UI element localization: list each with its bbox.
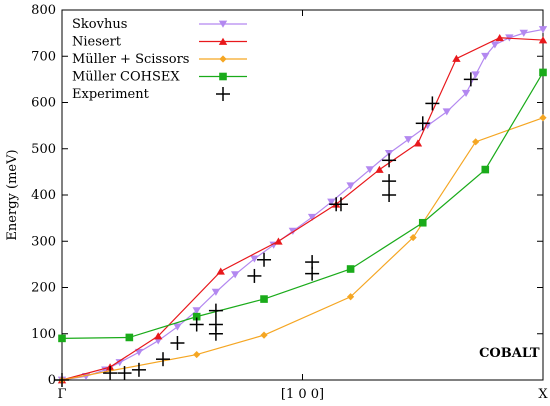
legend-label-1: Niesert: [72, 35, 122, 50]
series-3-point-5: [418, 218, 427, 227]
y-tick-label-200: 200: [31, 281, 56, 296]
series-3-point-2: [192, 312, 201, 321]
legend-label-4: Experiment: [72, 87, 150, 102]
series-3-point-4: [346, 265, 355, 273]
x-tick-label-0: Γ: [57, 387, 66, 402]
series-2-point-1: [193, 350, 201, 359]
series-3-point-1: [125, 333, 134, 342]
series-0-point-7: [192, 307, 201, 315]
x-tick-label-2: X: [538, 387, 548, 402]
series-4-point-5: [170, 336, 185, 350]
series-4-point-19: [415, 116, 430, 131]
y-tick-label-0: 0: [48, 373, 56, 388]
series-2-point-3: [347, 293, 355, 301]
series-1-point-7: [413, 139, 423, 147]
legend-marker-3: [219, 72, 227, 81]
y-tick-label-400: 400: [31, 188, 56, 203]
y-tick-label-700: 700: [31, 49, 56, 64]
series-0-point-20: [442, 108, 451, 116]
series-2-line: [61, 117, 544, 381]
legend-marker-4: [216, 87, 230, 101]
series-2-point-4: [409, 233, 417, 242]
series-4-point-6: [189, 317, 204, 332]
legend-label-2: Müller + Scissors: [72, 52, 189, 67]
series-1-point-8: [452, 54, 461, 62]
series-2-point-5: [472, 138, 480, 146]
series-4-point-10: [247, 268, 262, 283]
series-1-point-6: [375, 165, 384, 173]
series-4-point-15: [333, 197, 348, 212]
y-tick-label-500: 500: [31, 142, 56, 157]
series-0-point-27: [538, 26, 548, 34]
chart-annotation: COBALT: [479, 346, 540, 361]
series-1-point-3: [216, 267, 225, 275]
series-0-point-4: [134, 348, 144, 357]
series-0-point-22: [471, 71, 480, 79]
series-0-point-9: [230, 271, 240, 279]
y-axis-label: Energy (meV): [5, 149, 20, 240]
series-0-point-21: [461, 89, 471, 98]
y-tick-label-800: 800: [31, 3, 56, 18]
series-1-point-4: [274, 237, 283, 245]
series-2-point-6: [539, 114, 547, 122]
legend-marker-0: [218, 20, 228, 28]
series-0-point-18: [404, 136, 413, 144]
y-tick-label-600: 600: [31, 96, 56, 111]
series-4: [55, 72, 478, 387]
series-0: [57, 26, 548, 384]
series-4-point-21: [463, 72, 478, 87]
series-4-point-3: [131, 362, 146, 377]
series-0-point-16: [365, 166, 375, 174]
series-0-point-23: [481, 52, 490, 61]
series-3-point-3: [260, 295, 268, 303]
legend-label-3: Müller COHSEX: [72, 70, 180, 85]
series-4-point-11: [257, 252, 272, 267]
series-0-line: [61, 28, 544, 381]
series-0-point-8: [211, 288, 221, 296]
series-4-point-8: [208, 317, 223, 332]
series-0-point-24: [490, 41, 500, 49]
series-0-point-13: [307, 213, 317, 221]
legend-label-0: Skovhus: [72, 17, 127, 32]
legend-marker-1: [218, 37, 228, 45]
series-4-point-18: [382, 153, 397, 168]
series-1-point-10: [538, 36, 548, 44]
y-tick-label-300: 300: [31, 234, 56, 249]
tick-marks: 0 100 200 300 400 500 600 700 800 Γ [1 0 0] X: [31, 3, 548, 402]
legend-marker-2: [219, 55, 227, 63]
series-4-point-16: [382, 188, 397, 202]
series-0-point-14: [327, 198, 336, 206]
series-4-point-9: [208, 303, 223, 318]
x-tick-label-1: [1 0 0]: [281, 387, 324, 402]
series-4-point-20: [425, 96, 440, 111]
series-1-point-9: [495, 33, 504, 42]
series-3-point-6: [481, 165, 490, 174]
series-2-point-2: [260, 331, 268, 339]
series-0-point-12: [288, 227, 298, 235]
series-4-point-1: [103, 366, 118, 381]
series-3: [58, 68, 547, 343]
series-3-point-0: [58, 334, 66, 343]
series-4-point-2: [117, 366, 132, 381]
series-0-point-10: [250, 255, 259, 263]
series-0-point-3: [115, 359, 124, 367]
series-4-point-17: [382, 174, 397, 189]
series-4-point-4: [156, 352, 171, 367]
series-3-point-7: [539, 68, 547, 77]
series-0-point-6: [173, 323, 182, 331]
series-4-point-0: [55, 373, 69, 387]
series-0-point-26: [519, 29, 528, 37]
legend: Skovhus Niesert Müller + Scissors Müller CO…: [72, 17, 247, 102]
series-1-point-2: [154, 332, 163, 340]
series-4-point-13: [305, 255, 320, 270]
series-0-point-15: [346, 182, 355, 190]
series-layer: [55, 26, 548, 387]
y-tick-label-100: 100: [31, 327, 56, 342]
series-2: [58, 114, 547, 384]
series-3-line: [61, 72, 544, 339]
